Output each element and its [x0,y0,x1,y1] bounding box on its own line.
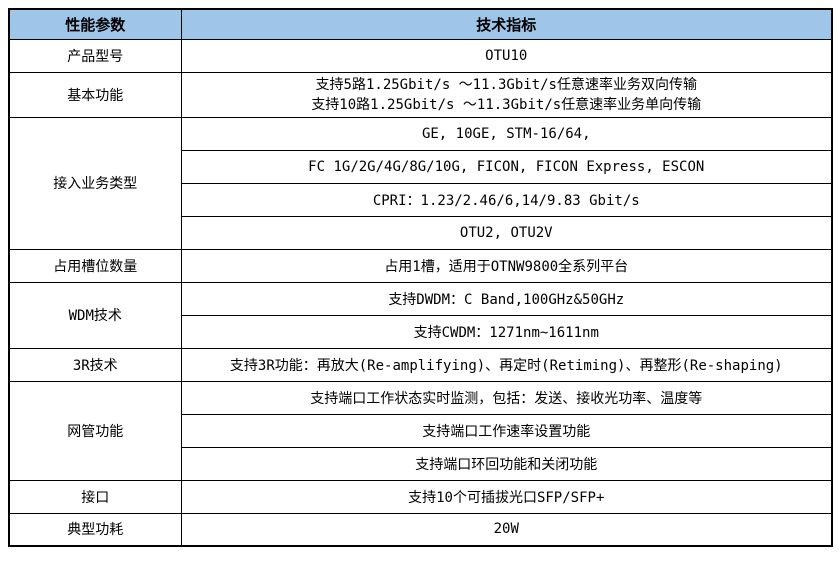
param-cell-product-model: 产品型号 [8,38,182,73]
table-row-basic-function: 基本功能 支持5路1.25Gbit/s ～11.3Gbit/s任意速率业务双向传… [8,71,833,118]
column-header-spec: 技术指标 [180,8,833,40]
value-cell: CPRI：1.23/2.46/6,14/9.83 Gbit/s [180,182,833,217]
table-row-nms-function: 支持端口工作速率设置功能 [9,413,833,448]
value-cell: 支持5路1.25Gbit/s ～11.3Gbit/s任意速率业务双向传输 支持1… [180,71,833,118]
param-cell-access-service-type: 接入业务类型 [8,116,182,250]
param-cell-typical-power: 典型功耗 [8,512,182,547]
value-cell: OTU10 [180,38,833,73]
value-cell: 占用1槽，适用于OTNW9800全系列平台 [180,248,833,283]
value-cell: OTU2, OTU2V [180,215,833,250]
param-cell-interface: 接口 [8,479,182,514]
value-cell: 支持端口工作状态实时监测，包括：发送、接收光功率、温度等 [180,380,833,415]
value-cell: 支持CWDM：1271nm~1611nm [180,314,833,349]
table-row-typical-power: 典型功耗 20W [8,512,833,547]
table-row-nms-function: 支持端口环回功能和关闭功能 [9,446,833,481]
spec-sheet-page: 性能参数 技术指标 产品型号 OTU10 基本功能 支持5路1.25Gbit/s… [8,8,833,547]
param-cell-basic-function: 基本功能 [8,71,182,118]
table-row-wdm-technology: WDM技术 支持DWDM：C Band,100GHz&50GHz [8,281,833,349]
column-header-parameter: 性能参数 [8,8,182,40]
value-cell: GE, 10GE, STM-16/64, [180,116,833,151]
table-row-access-service-type: FC 1G/2G/4G/8G/10G, FICON, FICON Express… [9,149,833,184]
table-row-slot-count: 占用槽位数量 占用1槽，适用于OTNW9800全系列平台 [8,248,833,283]
table-header-row: 性能参数 技术指标 [8,8,833,40]
table-row-3r-technology: 3R技术 支持3R功能：再放大(Re-amplifying)、再定时(Retim… [8,347,833,382]
param-cell-wdm-technology: WDM技术 [8,281,182,349]
table-row-wdm-technology: 支持CWDM：1271nm~1611nm [9,314,833,349]
param-cell-nms-function: 网管功能 [8,380,182,481]
value-cell: 支持端口工作速率设置功能 [180,413,833,448]
table-row-product-model: 产品型号 OTU10 [8,38,833,73]
table-row-access-service-type: 接入业务类型 GE, 10GE, STM-16/64, [8,116,833,250]
param-cell-3r-technology: 3R技术 [8,347,182,382]
value-cell: 支持DWDM：C Band,100GHz&50GHz [180,281,833,316]
table-row-access-service-type: CPRI：1.23/2.46/6,14/9.83 Gbit/s [9,182,833,217]
value-cell: 支持10个可插拔光口SFP/SFP+ [180,479,833,514]
table-row-nms-function: 网管功能 支持端口工作状态实时监测，包括：发送、接收光功率、温度等 [8,380,833,481]
value-cell: 支持端口环回功能和关闭功能 [180,446,833,481]
spec-table: 性能参数 技术指标 产品型号 OTU10 基本功能 支持5路1.25Gbit/s… [8,8,833,547]
value-cell: FC 1G/2G/4G/8G/10G, FICON, FICON Express… [180,149,833,184]
table-row-interface: 接口 支持10个可插拔光口SFP/SFP+ [8,479,833,514]
param-cell-slot-count: 占用槽位数量 [8,248,182,283]
value-cell: 20W [180,512,833,547]
value-cell: 支持3R功能：再放大(Re-amplifying)、再定时(Retiming)、… [180,347,833,382]
